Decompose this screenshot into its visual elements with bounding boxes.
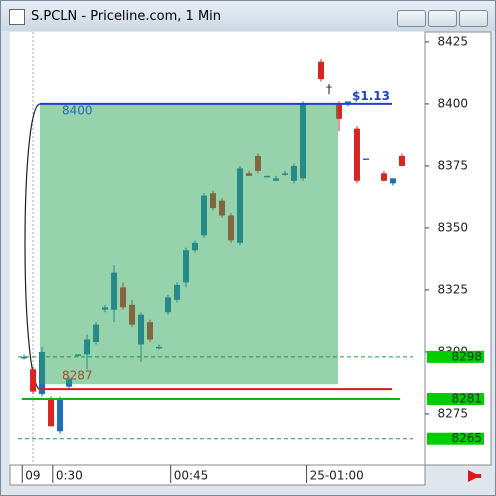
level-box <box>427 350 484 363</box>
marker-label: † <box>326 82 332 96</box>
candle-body <box>398 155 405 166</box>
candle-body <box>317 61 324 80</box>
window-title: S.PCLN - Priceline.com, 1 Min <box>31 9 222 24</box>
zone-high-label: 8400 <box>62 103 93 117</box>
y-tick-label: 8325 <box>437 282 468 296</box>
level-label: 8265 <box>451 431 482 445</box>
x-tick-label: 25-01:00 <box>310 469 364 483</box>
candle-body <box>21 356 28 359</box>
level-label: 8281 <box>451 392 482 406</box>
candle-body <box>389 178 396 184</box>
title-bar: S.PCLN - Priceline.com, 1 Min <box>1 1 495 31</box>
close-button[interactable] <box>459 10 488 27</box>
candle-body <box>48 399 55 427</box>
level-box <box>427 393 484 406</box>
y-tick-label: 8350 <box>437 220 468 234</box>
app-icon <box>9 9 25 25</box>
y-tick-label: 8375 <box>437 158 468 172</box>
level-label: 8298 <box>451 349 482 363</box>
candle-body <box>344 101 351 104</box>
price-axis <box>424 31 492 466</box>
x-tick-label: 00:45 <box>174 469 209 483</box>
zone <box>40 103 338 385</box>
level-box <box>427 432 484 445</box>
x-tick-label: 09 <box>25 469 40 483</box>
y-tick-label: 8425 <box>437 34 468 48</box>
candle-body <box>30 369 37 392</box>
candle-body <box>380 173 387 181</box>
y-tick-label: 8275 <box>437 406 468 420</box>
scroll-arrow[interactable] <box>473 474 481 478</box>
y-tick-label: 8400 <box>437 96 468 110</box>
zone-low-label: 8287 <box>62 369 93 383</box>
minimize-button[interactable] <box>397 10 426 27</box>
candle-body <box>335 103 342 119</box>
candle-body <box>353 128 360 181</box>
time-axis <box>9 464 426 486</box>
x-tick-label: 0:30 <box>56 469 83 483</box>
maximize-button[interactable] <box>428 10 457 27</box>
profit-label: $1.13 <box>352 89 390 103</box>
candle-body <box>362 158 369 160</box>
candle-body <box>57 399 64 432</box>
